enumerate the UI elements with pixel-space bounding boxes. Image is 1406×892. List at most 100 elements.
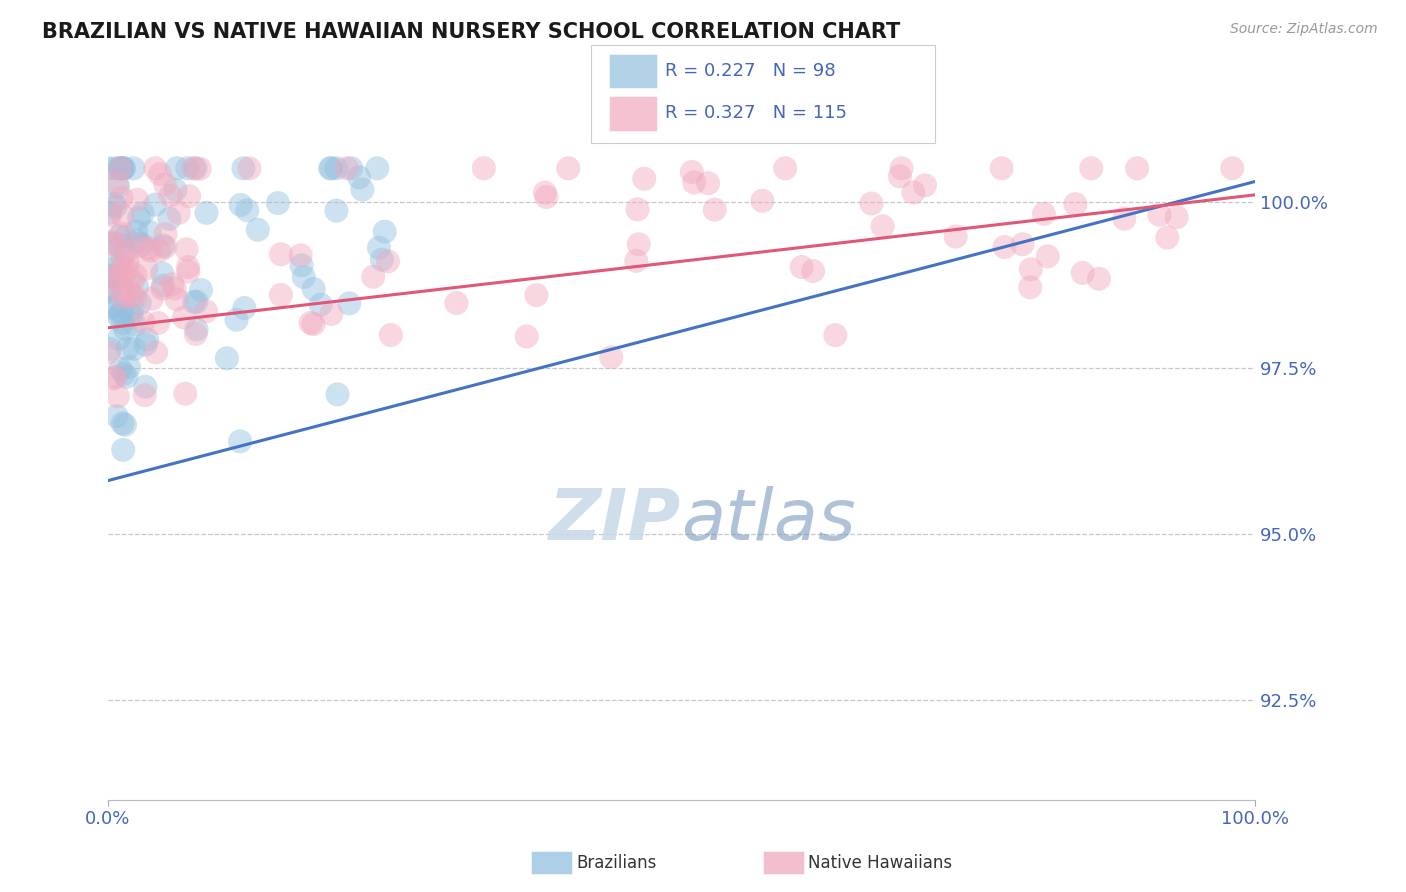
Point	[132, 206, 155, 220]
Point	[366, 161, 388, 176]
Point	[131, 237, 153, 252]
Point	[128, 296, 150, 310]
Point	[290, 258, 312, 272]
Point	[225, 312, 247, 326]
Point	[111, 304, 134, 318]
Point	[380, 328, 402, 343]
Point	[626, 253, 648, 268]
Point	[98, 208, 121, 222]
Point	[990, 161, 1012, 176]
Point	[118, 360, 141, 375]
Point	[136, 333, 159, 347]
Point	[165, 183, 187, 197]
Point	[163, 282, 186, 296]
Point	[110, 281, 132, 295]
Point	[97, 161, 120, 176]
Point	[321, 161, 343, 176]
Point	[98, 285, 121, 299]
Point	[111, 250, 134, 264]
Point	[104, 369, 127, 384]
Point	[233, 301, 256, 315]
Point	[186, 294, 208, 309]
Point	[903, 186, 925, 200]
Point	[111, 417, 134, 431]
Point	[176, 243, 198, 257]
Text: Native Hawaiians: Native Hawaiians	[808, 854, 953, 871]
Point	[112, 267, 135, 281]
Point	[177, 265, 200, 279]
Point	[104, 161, 127, 176]
Point	[124, 291, 146, 305]
Point	[174, 386, 197, 401]
Point	[111, 209, 134, 223]
Point	[132, 315, 155, 329]
Point	[186, 322, 208, 336]
Point	[107, 259, 129, 273]
Point	[150, 282, 173, 296]
Point	[627, 237, 650, 252]
Point	[136, 241, 159, 255]
Point	[110, 283, 132, 297]
Point	[340, 161, 363, 176]
Point	[600, 351, 623, 365]
Text: R = 0.227   N = 98: R = 0.227 N = 98	[665, 62, 835, 80]
Point	[141, 292, 163, 306]
Point	[150, 267, 173, 281]
Point	[127, 280, 149, 294]
Point	[177, 189, 200, 203]
Point	[190, 283, 212, 297]
Point	[97, 283, 120, 297]
Point	[135, 261, 157, 276]
Point	[377, 254, 399, 268]
Point	[238, 161, 260, 176]
Point	[319, 161, 342, 176]
Point	[536, 190, 558, 204]
Point	[120, 308, 142, 322]
Point	[98, 206, 121, 220]
Point	[114, 417, 136, 432]
Text: R = 0.327   N = 115: R = 0.327 N = 115	[665, 104, 846, 122]
Point	[872, 219, 894, 234]
Point	[557, 161, 579, 176]
Point	[104, 270, 127, 285]
Point	[524, 288, 547, 302]
Point	[134, 380, 156, 394]
Point	[146, 316, 169, 330]
Text: Source: ZipAtlas.com: Source: ZipAtlas.com	[1230, 22, 1378, 37]
Point	[105, 176, 128, 190]
Point	[215, 351, 238, 366]
Point	[176, 161, 198, 176]
Point	[128, 239, 150, 253]
Point	[1064, 197, 1087, 211]
Point	[128, 211, 150, 225]
Point	[117, 262, 139, 277]
Point	[105, 409, 128, 423]
Point	[127, 193, 149, 207]
Point	[159, 188, 181, 202]
Point	[110, 191, 132, 205]
Point	[1036, 249, 1059, 263]
Point	[134, 388, 156, 402]
Point	[110, 161, 132, 176]
Point	[110, 306, 132, 320]
Point	[97, 345, 120, 359]
Point	[122, 161, 145, 176]
Point	[361, 269, 384, 284]
Point	[374, 225, 396, 239]
Point	[914, 178, 936, 193]
Point	[124, 318, 146, 332]
Point	[103, 236, 125, 251]
Point	[1088, 272, 1111, 286]
Point	[107, 389, 129, 403]
Point	[790, 260, 813, 274]
Point	[302, 282, 325, 296]
Point	[149, 167, 172, 181]
Point	[111, 260, 134, 275]
Point	[114, 230, 136, 244]
Point	[98, 270, 121, 285]
Point	[107, 310, 129, 324]
Point	[945, 229, 967, 244]
Point	[1126, 161, 1149, 176]
Point	[117, 342, 139, 356]
Point	[472, 161, 495, 176]
